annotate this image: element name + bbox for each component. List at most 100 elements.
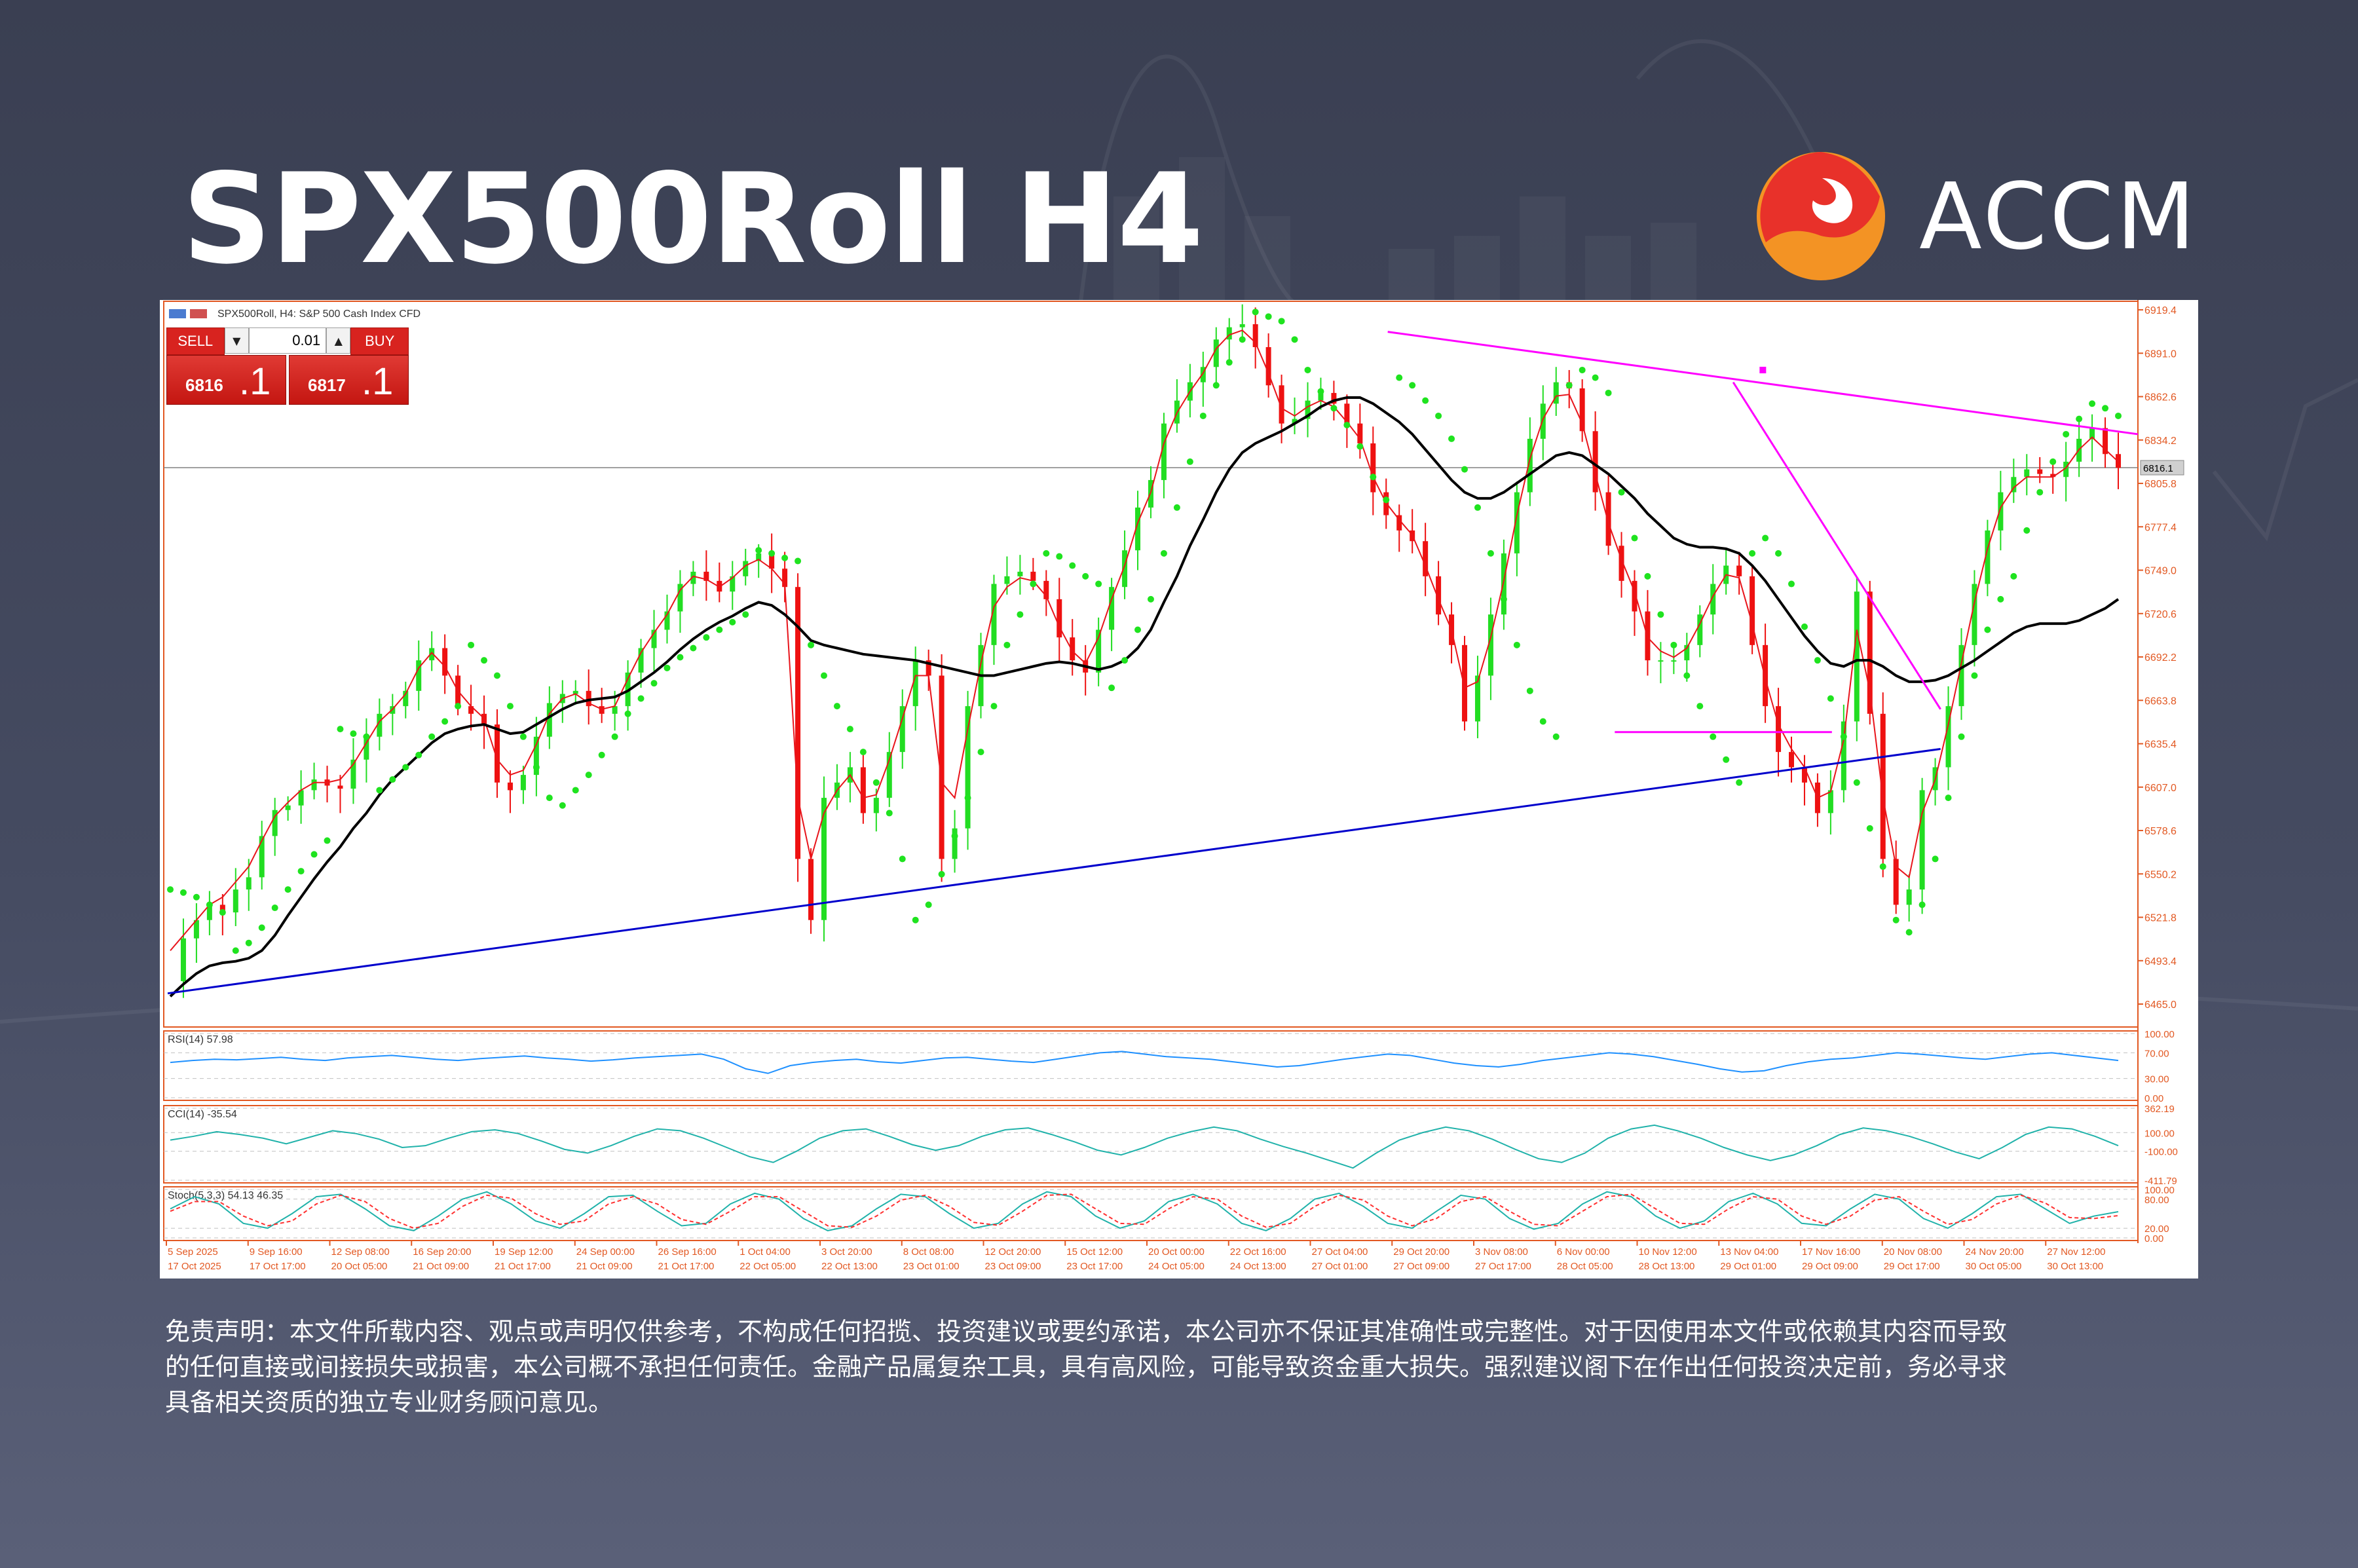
ask-price-box[interactable]: 6817 .1 [289, 355, 409, 405]
x-tick-label-secondary: 24 Oct 05:00 [1148, 1261, 1205, 1272]
candle [193, 920, 199, 939]
candle [1619, 546, 1624, 581]
sar-dot [1905, 929, 1913, 936]
candle [219, 905, 225, 913]
price-chart[interactable]: SPX500Roll, H4: S&P 500 Cash Index CFD 69… [160, 300, 2198, 1279]
candle [1985, 530, 1991, 584]
sar-dot [2115, 412, 2122, 419]
candle [677, 584, 683, 612]
disclaimer-line: 具备相关资质的独立专业财务顾问意见。 [165, 1388, 614, 1417]
sar-dot [1736, 779, 1743, 786]
candle [1893, 859, 1899, 905]
sar-dot [703, 634, 710, 641]
candle [180, 938, 186, 982]
candle [416, 660, 422, 691]
x-tick-label: 3 Oct 20:00 [821, 1246, 872, 1258]
x-tick-label: 24 Nov 20:00 [1966, 1246, 2024, 1258]
candle [1841, 721, 1846, 791]
sar-dot [1618, 489, 1625, 496]
sar-dot [271, 905, 278, 912]
sar-dot [859, 749, 867, 756]
x-tick-label-secondary: 23 Oct 01:00 [903, 1261, 960, 1272]
candle [1226, 327, 1232, 340]
candle [1096, 629, 1102, 673]
sar-dot [1147, 595, 1154, 603]
sar-dot [415, 751, 422, 758]
indicator-tick-label: 70.00 [2144, 1048, 2169, 1059]
candle [1004, 576, 1010, 584]
sar-dot [1474, 504, 1481, 511]
chart-window[interactable]: SPX500Roll, H4: S&P 500 Cash Index CFD 69… [160, 300, 2198, 1279]
sar-dot [428, 733, 436, 740]
indicator-tick-label: 30.00 [2144, 1074, 2169, 1085]
buy-button[interactable]: BUY [350, 327, 409, 355]
candle [1423, 541, 1429, 576]
lot-increase-icon[interactable]: ▲ [326, 327, 351, 354]
indicator-tick-label: -411.79 [2144, 1176, 2177, 1187]
candle [1043, 580, 1049, 599]
x-tick-label: 24 Sep 00:00 [576, 1246, 635, 1258]
y-tick-label: 6663.8 [2144, 696, 2177, 707]
candle [1958, 644, 1964, 707]
candle [1135, 507, 1141, 551]
x-tick-label: 20 Nov 08:00 [1884, 1246, 1942, 1258]
sar-dot [886, 810, 893, 817]
candle [1514, 492, 1520, 553]
candle [756, 553, 762, 561]
sar-dot [1173, 504, 1180, 511]
sar-dot [1435, 412, 1442, 419]
sar-dot [2102, 405, 2109, 412]
one-click-trade-panel[interactable]: SELL ▼ 0.01 ▲ BUY 6816 .1 6817 .1 [166, 327, 409, 405]
x-tick-label: 8 Oct 08:00 [903, 1246, 954, 1258]
sell-button[interactable]: SELL [166, 327, 225, 355]
sar-dot [1396, 374, 1403, 381]
x-tick-label-secondary: 23 Oct 09:00 [985, 1261, 1041, 1272]
chart-caption: SPX500Roll, H4: S&P 500 Cash Index CFD [217, 308, 421, 320]
current-price-label: 6816.1 [2143, 463, 2173, 474]
sar-dot [808, 641, 815, 648]
bid-price-box[interactable]: 6816 .1 [166, 355, 286, 405]
sar-dot [742, 611, 749, 618]
candle [690, 571, 696, 584]
sar-dot [337, 726, 344, 733]
sar-dot [795, 557, 802, 565]
sar-dot [650, 680, 658, 687]
sar-dot [1918, 901, 1926, 908]
sar-dot [506, 703, 514, 710]
y-tick-label: 6862.6 [2144, 392, 2177, 403]
sar-dot [872, 779, 880, 786]
candle [572, 690, 578, 694]
x-tick-label: 10 Nov 12:00 [1639, 1246, 1697, 1258]
sar-dot [1853, 779, 1860, 786]
brand-name: ACCM [1919, 164, 2198, 271]
indicator-tick-label: 20.00 [2144, 1223, 2169, 1235]
y-tick-label: 6919.4 [2144, 305, 2177, 316]
sar-dot [376, 787, 383, 794]
x-tick-label: 22 Oct 16:00 [1230, 1246, 1286, 1258]
sar-dot [1017, 611, 1024, 618]
x-tick-label-secondary: 30 Oct 05:00 [1966, 1261, 2022, 1272]
lot-decrease-icon[interactable]: ▼ [224, 327, 249, 354]
lot-size-input[interactable]: 0.01 [248, 327, 327, 354]
sar-dot [206, 901, 213, 908]
candle [1396, 515, 1402, 531]
sar-dot [690, 644, 697, 652]
candle [1553, 382, 1559, 404]
candle [1122, 550, 1128, 588]
indicator-tick-label: -100.00 [2144, 1147, 2178, 1158]
sar-dot [350, 730, 357, 737]
sar-dot [1892, 916, 1900, 924]
sar-dot [441, 718, 449, 725]
candle [1357, 423, 1363, 443]
candle [377, 713, 383, 737]
sar-dot [611, 733, 618, 740]
sar-dot [1984, 626, 1991, 633]
candle [1736, 565, 1742, 576]
sar-dot [637, 695, 645, 702]
candle [1697, 614, 1703, 645]
sar-dot [1866, 825, 1873, 832]
x-tick-label-secondary: 27 Oct 01:00 [1312, 1261, 1368, 1272]
x-tick-label-secondary: 28 Oct 05:00 [1557, 1261, 1613, 1272]
x-tick-label-secondary: 23 Oct 17:00 [1066, 1261, 1123, 1272]
x-tick-label: 17 Nov 16:00 [1802, 1246, 1860, 1258]
